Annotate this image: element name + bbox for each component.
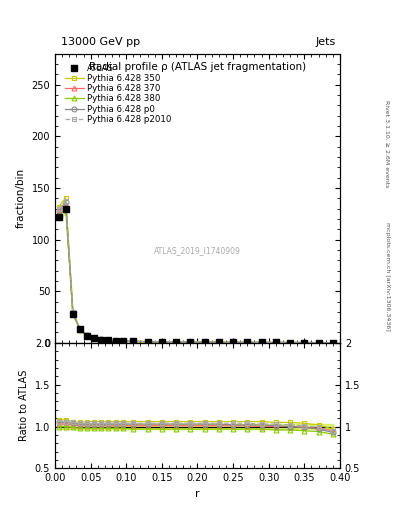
X-axis label: r: r: [195, 489, 200, 499]
Text: Radial profile ρ (ATLAS jet fragmentation): Radial profile ρ (ATLAS jet fragmentatio…: [89, 62, 306, 72]
Y-axis label: Ratio to ATLAS: Ratio to ATLAS: [19, 370, 29, 441]
Text: 13000 GeV pp: 13000 GeV pp: [61, 37, 140, 47]
Y-axis label: fraction/bin: fraction/bin: [16, 168, 26, 228]
Text: Jets: Jets: [316, 37, 336, 47]
Legend: ATLAS, Pythia 6.428 350, Pythia 6.428 370, Pythia 6.428 380, Pythia 6.428 p0, Py: ATLAS, Pythia 6.428 350, Pythia 6.428 37…: [62, 61, 174, 126]
Text: Rivet 3.1.10, ≥ 2.6M events: Rivet 3.1.10, ≥ 2.6M events: [385, 100, 389, 187]
Text: ATLAS_2019_I1740909: ATLAS_2019_I1740909: [154, 246, 241, 255]
Text: mcplots.cern.ch [arXiv:1306.3436]: mcplots.cern.ch [arXiv:1306.3436]: [385, 222, 389, 331]
